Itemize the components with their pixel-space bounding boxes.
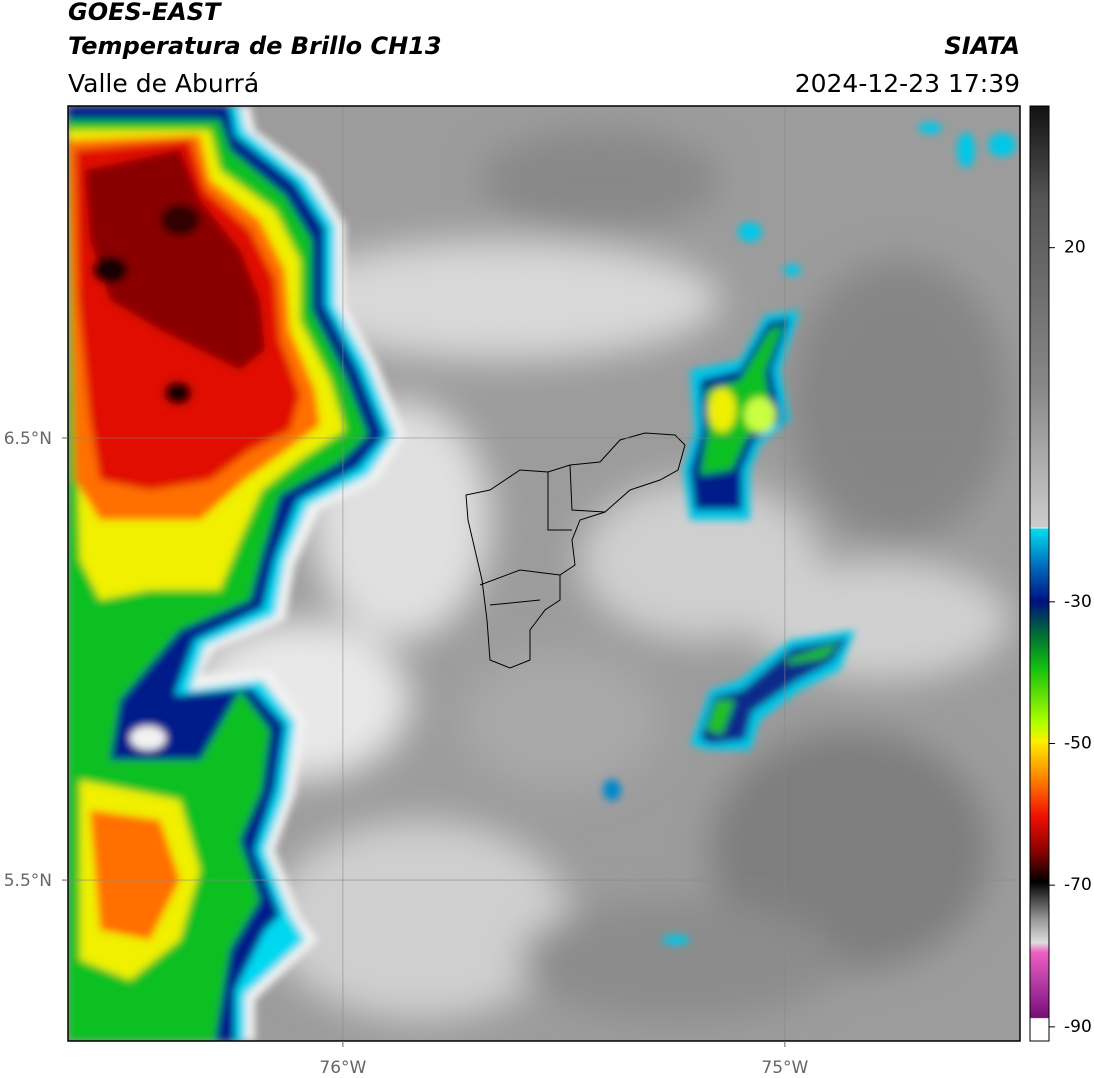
datetime: 2024-12-23 17:39 <box>795 69 1020 98</box>
map-frame <box>67 105 1021 1042</box>
aburra-boundary <box>465 432 686 669</box>
colorbar-tick-label: -50 <box>1064 734 1092 754</box>
x-tick-label: 76°W <box>319 1058 366 1078</box>
y-tick-label: 6.5°N <box>4 429 52 449</box>
colorbar-tick-label: -90 <box>1064 1017 1092 1037</box>
colorbar <box>1029 105 1050 1042</box>
map-image <box>68 106 1020 1041</box>
colorbar-tick-label: 20 <box>1064 238 1086 258</box>
title: GOES-EAST <box>68 0 222 26</box>
grid <box>68 106 1020 1041</box>
colorbar-tick-label: -30 <box>1064 592 1092 612</box>
region: Valle de Aburrá <box>68 69 259 98</box>
y-tick-label: 5.5°N <box>4 871 52 891</box>
subtitle: Temperatura de Brillo CH13 <box>68 32 442 60</box>
source: SIATA <box>944 32 1020 60</box>
x-tick-label: 75°W <box>761 1058 808 1078</box>
colorbar-tick-label: -70 <box>1064 875 1092 895</box>
